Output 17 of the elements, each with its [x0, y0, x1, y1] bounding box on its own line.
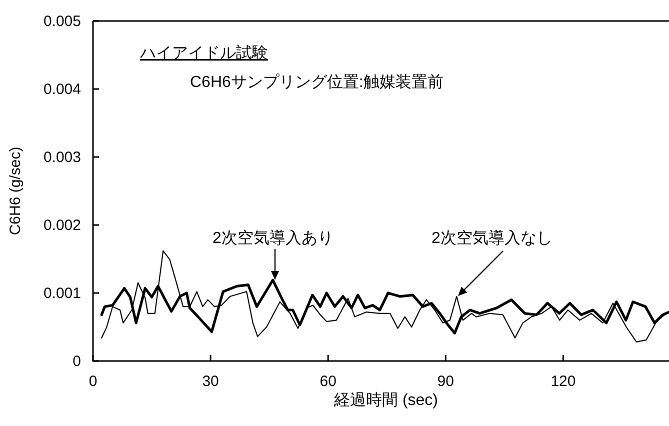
- text: C6H6サンプリング位置:触媒装置前: [190, 73, 444, 91]
- y-tick-label: 0: [72, 353, 81, 370]
- x-tick-label: 0: [88, 373, 98, 390]
- x-tick-label: 120: [550, 373, 576, 390]
- annotation: 2次空気導入なし: [432, 229, 552, 247]
- x-tick-label: 60: [320, 373, 336, 390]
- y-tick-label: 0.001: [43, 285, 81, 302]
- y-axis-title: C6H6 (g/sec): [7, 146, 24, 236]
- x-axis-title: 経過時間 (sec): [333, 391, 438, 409]
- y-tick-label: 0.005: [43, 13, 81, 30]
- x-tick-label: 90: [437, 373, 454, 390]
- y-tick-label: 0.004: [43, 81, 81, 98]
- annotation: 2次空気導入あり: [212, 229, 334, 247]
- y-tick-label: 0.003: [43, 149, 81, 166]
- y-tick-label: 0.002: [43, 217, 81, 234]
- text: ハイアイドル試験: [139, 44, 268, 62]
- x-tick-label: 30: [202, 373, 219, 390]
